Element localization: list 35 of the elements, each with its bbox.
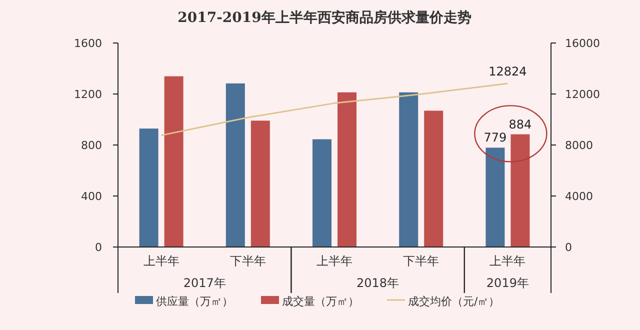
y-tick-label: 400: [81, 190, 102, 203]
x-tick-label: 上半年: [316, 254, 352, 268]
y2-tick-label: 16000: [565, 37, 600, 50]
y2-tick-label: 0: [565, 241, 572, 254]
y-tick-label: 1200: [74, 88, 102, 101]
data-label: 779: [484, 130, 507, 145]
bar: [510, 134, 530, 247]
chart-title: 2017-2019年上半年西安商品房供求量价走势: [178, 9, 472, 26]
data-label: 12824: [488, 64, 527, 78]
x-tick-label: 下半年: [403, 254, 440, 268]
bar: [338, 92, 356, 247]
x-tick-label: 上半年: [490, 254, 526, 268]
bar: [312, 139, 332, 247]
y2-tick-label: 8000: [565, 139, 593, 152]
y-tick-label: 0: [95, 241, 102, 254]
legend-label: 成交均价（元/㎡）: [408, 295, 500, 308]
y2-tick-label: 12000: [565, 88, 600, 101]
x-tick-label: 上半年: [143, 254, 180, 268]
bar: [139, 128, 158, 247]
y-tick-label: 1600: [74, 37, 102, 50]
x-tick-label: 下半年: [230, 254, 266, 268]
legend-label: 成交量（万㎡）: [282, 295, 359, 308]
bar: [250, 120, 270, 247]
text: 2017年: [183, 276, 226, 290]
bar: [399, 92, 418, 247]
data-label: 884: [508, 117, 532, 132]
text: 2019年: [486, 276, 529, 290]
y-tick-label: 800: [81, 139, 102, 152]
bar: [486, 148, 505, 247]
text: 2018年: [356, 276, 400, 290]
y2-tick-label: 4000: [565, 190, 593, 203]
bar: [164, 76, 184, 247]
bar: [226, 83, 245, 247]
legend-label: 供应量（万㎡）: [156, 295, 233, 308]
bar: [424, 110, 444, 247]
